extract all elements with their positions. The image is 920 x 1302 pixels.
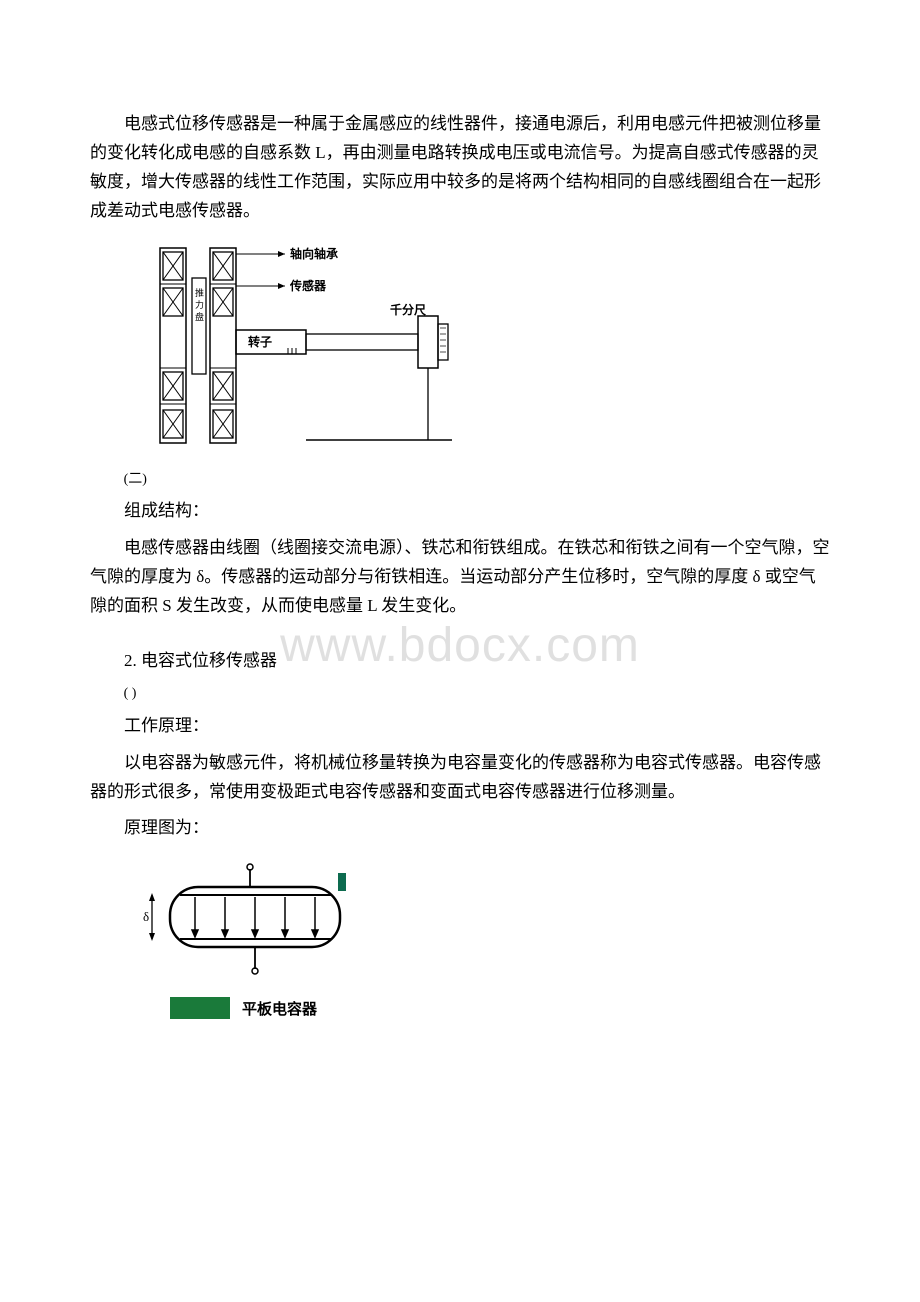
label-bearing: 轴向轴承 [290,246,338,261]
coil-boxes-col2 [213,252,233,438]
heading-principle: 工作原理： [124,712,830,741]
field-arrows [192,897,318,937]
heading-structure: 组成结构： [124,497,830,526]
section-2-heading: 2. 电容式位移传感器 [124,647,830,676]
label-micrometer: 千分尺 [390,302,426,317]
label-delta: δ [143,909,149,924]
diagram-capacitor: δ 平板电容器 [140,857,830,1042]
label-thrust: 推 [195,287,204,298]
label-sensor: 传感器 [289,278,327,293]
paragraph-structure: 电感传感器由线圈（线圈接交流电源）、铁芯和衔铁组成。在铁芯和衔铁之间有一个空气隙… [90,534,830,621]
label-capacitor: 平板电容器 [242,1000,318,1018]
svg-text:盘: 盘 [195,311,204,322]
marker-green [338,873,346,891]
coil-boxes-col1 [163,252,183,438]
svg-text:力: 力 [195,299,204,310]
paragraph-principle: 以电容器为敏感元件，将机械位移量转换为电容量变化的传感器称为电容式传感器。电容传… [90,749,830,807]
section-title: 电容式位移传感器 [141,651,277,670]
paragraph-intro: 电感式位移传感器是一种属于金属感应的线性器件，接通电源后，利用电感元件把被测位移… [90,110,830,226]
paragraph-diagram-intro: 原理图为： [124,814,830,843]
section-number: 2. [124,651,141,670]
diagram-inductive-sensor: 推 力 盘 转子 [140,240,830,455]
label-rotor: 转子 [248,334,272,349]
label-bar [170,997,230,1019]
document-content: 电感式位移传感器是一种属于金属感应的线性器件，接通电源后，利用电感元件把被测位移… [90,110,830,1042]
marker-2: ( ) [124,683,830,705]
marker-1: (二) [124,469,830,491]
